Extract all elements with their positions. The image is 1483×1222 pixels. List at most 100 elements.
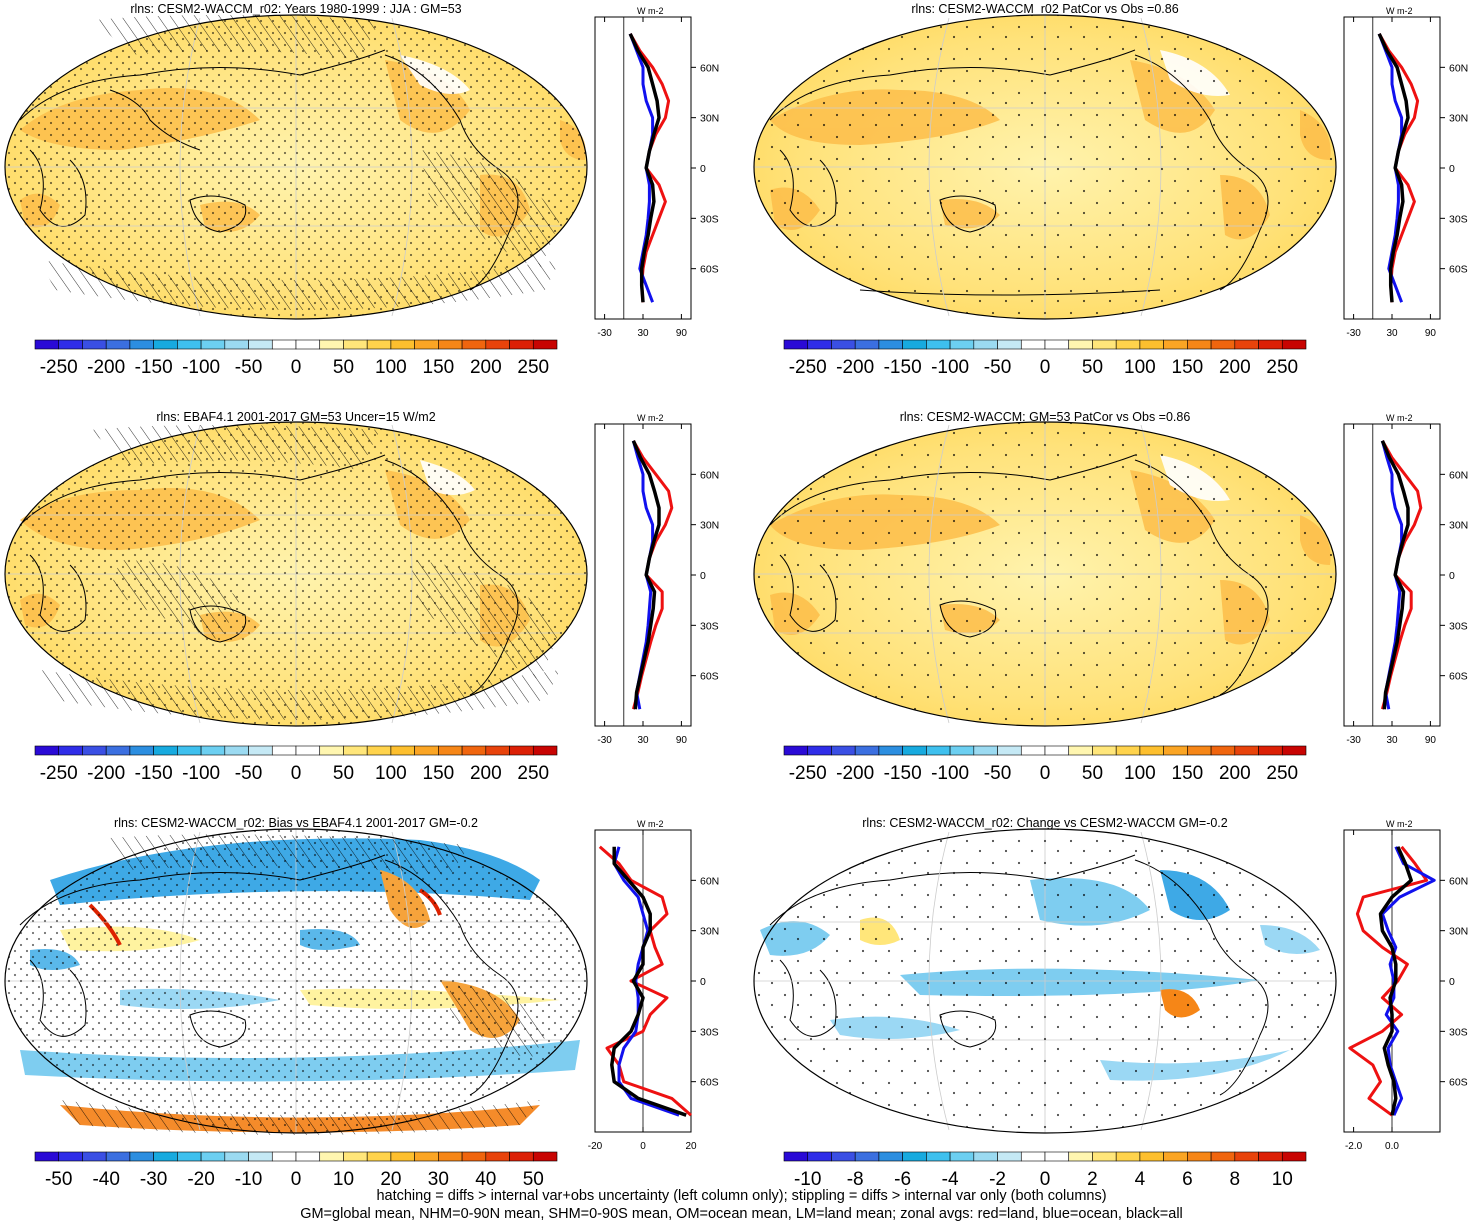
colorbar-swatch (973, 1151, 998, 1162)
colorbar-swatch (783, 339, 809, 350)
colorbar-swatch (1044, 1151, 1070, 1162)
colorbar-label: 50 (523, 1169, 544, 1190)
colorbar-label: -100 (182, 763, 220, 784)
zonal-x-tick-label: 30 (1386, 328, 1398, 339)
zonal-lat-label: 60N (700, 62, 719, 74)
colorbar-swatch (532, 745, 558, 756)
colorbar-swatch (485, 745, 510, 756)
colorbar-label: 0 (1040, 763, 1051, 784)
zonal-lat-label: 30N (700, 926, 719, 938)
colorbar-swatch (461, 1151, 487, 1162)
colorbar-label: 200 (1219, 763, 1251, 784)
zonal-lat-label: 0 (1449, 976, 1455, 988)
colorbar-swatch (295, 339, 321, 350)
colorbar-label: 150 (423, 357, 455, 378)
colorbar-swatch (1163, 1151, 1188, 1162)
stipple-overlay (754, 422, 1336, 726)
zonal-lat-label: 0 (700, 163, 706, 175)
colorbar-swatch (1092, 745, 1117, 756)
zonal-x-tick-label: 90 (1425, 328, 1437, 339)
colorbar-swatch (343, 1151, 368, 1162)
colorbar-swatch (366, 339, 392, 350)
zonal-lat-label: 30S (1449, 620, 1468, 632)
colorbar-swatch (82, 1151, 107, 1162)
colorbar-swatch (509, 745, 534, 756)
zonal-units-label: W m-2 (1386, 6, 1413, 16)
zonal-x-tick-label: 30 (637, 735, 649, 746)
colorbar-swatch (200, 1151, 226, 1162)
zonal-series-ocean (612, 846, 680, 1117)
colorbar-swatch (902, 1151, 927, 1162)
zonal-x-tick-label: -30 (597, 328, 612, 339)
zonal-lat-label: 30N (700, 520, 719, 532)
colorbar-label: -250 (40, 357, 78, 378)
panel-title-r1-left: rlns: CESM2-WACCM_r02: Years 1980-1999 :… (130, 2, 461, 16)
zonal-x-tick-label: -30 (1346, 735, 1361, 746)
colorbar-swatch (1258, 745, 1283, 756)
colorbar-label: 6 (1182, 1169, 1193, 1190)
colorbar-swatch (248, 339, 273, 350)
colorbar-swatch (461, 745, 487, 756)
colorbar-label: 0 (291, 763, 302, 784)
colorbar-swatch (414, 1151, 439, 1162)
colorbar-swatch (807, 339, 832, 350)
hatch-overlay (95, 15, 380, 60)
colorbar-swatch (854, 1151, 880, 1162)
colorbar-label: -200 (836, 763, 874, 784)
colorbar-swatch (902, 339, 927, 350)
colorbar-label: -150 (884, 357, 922, 378)
zonal-series-all (610, 846, 687, 1117)
colorbar-swatch (878, 1151, 903, 1162)
panel-title-r2-left: rlns: EBAF4.1 2001-2017 GM=53 Uncer=15 W… (156, 410, 435, 424)
zonal-lat-label: 0 (700, 570, 706, 582)
zonal-plot-5: W m-2 60N 30N 0 30S 60S -20 0 20 (588, 819, 719, 1152)
colorbar-swatch (1187, 1151, 1212, 1162)
colorbar-swatch (58, 745, 83, 756)
colorbar-swatch (390, 745, 415, 756)
colorbar-swatch (200, 339, 226, 350)
zonal-lat-label: 0 (1449, 570, 1455, 582)
colorbar-label: -6 (894, 1169, 911, 1190)
colorbar-swatch (438, 745, 463, 756)
colorbar-swatch (949, 745, 975, 756)
zonal-series-ocean (1380, 846, 1436, 1116)
colorbar-swatch (438, 1151, 463, 1162)
colorbar-swatch (343, 745, 368, 756)
colorbar-swatch (414, 745, 439, 756)
zonal-series-all (1380, 440, 1410, 710)
colorbar-label: -50 (235, 763, 262, 784)
colorbar-swatch (1139, 745, 1164, 756)
zonal-x-tick-label: 90 (676, 328, 688, 339)
colorbar-label: 10 (1272, 1169, 1293, 1190)
colorbar-swatch (1115, 1151, 1141, 1162)
colorbar-label: 100 (1124, 357, 1156, 378)
stipple-overlay (5, 422, 587, 726)
colorbar-swatch (366, 745, 392, 756)
colorbar-label: -200 (87, 357, 125, 378)
colorbar-label: 2 (1087, 1169, 1098, 1190)
colorbar-swatch (1234, 1151, 1259, 1162)
zonal-lat-label: 60N (700, 469, 719, 481)
colorbar-swatch (390, 339, 415, 350)
colorbar-swatch (295, 745, 321, 756)
colorbar-swatch (997, 1151, 1022, 1162)
colorbar-label: 250 (1266, 357, 1298, 378)
colorbar-swatch (295, 1151, 321, 1162)
stipple-overlay (5, 15, 587, 319)
zonal-units-label: W m-2 (637, 413, 664, 423)
colorbar-label: 100 (375, 763, 407, 784)
colorbar-label: -50 (984, 357, 1011, 378)
colorbar-label: -150 (135, 357, 173, 378)
colorbar-swatch (58, 339, 83, 350)
panel-row3-right: rlns: CESM2-WACCM_r02: Change vs CESM2-W… (753, 816, 1337, 1134)
colorbar-label: 4 (1135, 1169, 1146, 1190)
colorbar-swatch (926, 1151, 951, 1162)
colorbar-label: 50 (1082, 763, 1103, 784)
zonal-x-tick-label: -30 (597, 735, 612, 746)
colorbar-swatch (831, 339, 856, 350)
colorbar-swatch (224, 745, 249, 756)
zonal-lat-label: 60N (1449, 875, 1468, 887)
colorbar-swatch (1068, 339, 1093, 350)
colorbar-swatch (1210, 339, 1236, 350)
colorbars: -250 -200 -150 -100 -50 0 50 100 150 200 250 -250 -2… (34, 339, 1307, 1190)
